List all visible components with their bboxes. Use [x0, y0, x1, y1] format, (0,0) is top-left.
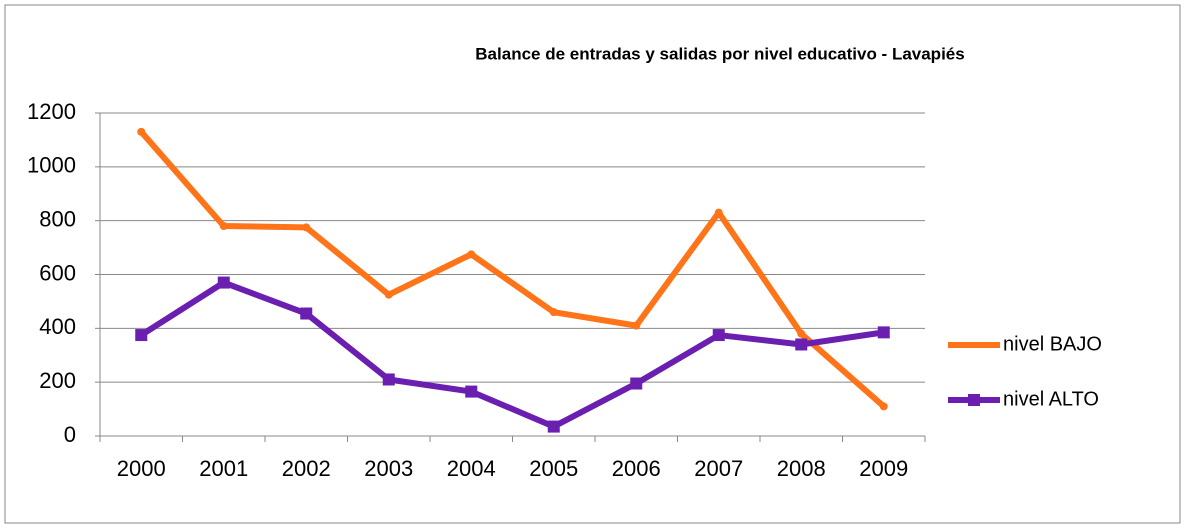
marker	[219, 222, 228, 231]
x-tick-label: 2006	[612, 456, 661, 481]
marker	[384, 290, 393, 299]
chart-border	[4, 4, 1181, 524]
x-tick-label: 2000	[117, 456, 166, 481]
x-tick-label: 2009	[859, 456, 908, 481]
x-tick-label: 2002	[282, 456, 331, 481]
x-tick-label: 2003	[364, 456, 413, 481]
legend-marker	[968, 394, 980, 406]
x-tick-label: 2008	[777, 456, 826, 481]
marker	[547, 420, 560, 433]
legend-label: nivel BAJO	[1003, 333, 1102, 355]
x-tick-label: 2007	[694, 456, 743, 481]
marker	[630, 377, 643, 390]
x-tick-label: 2001	[199, 456, 248, 481]
legend-label: nivel ALTO	[1003, 388, 1099, 410]
x-tick-label: 2005	[529, 456, 578, 481]
marker	[632, 321, 641, 330]
series-line	[139, 279, 885, 430]
marker	[797, 329, 806, 338]
y-tick-label: 0	[64, 422, 76, 447]
marker	[217, 276, 230, 289]
y-tick-label: 800	[39, 206, 76, 231]
marker	[877, 326, 890, 339]
marker	[795, 338, 808, 351]
marker	[714, 208, 723, 217]
y-tick-label: 1200	[27, 99, 76, 124]
marker	[135, 329, 148, 342]
y-tick-label: 200	[39, 368, 76, 393]
marker	[382, 373, 395, 386]
marker	[712, 329, 725, 342]
marker	[300, 307, 313, 320]
marker	[467, 250, 476, 259]
y-tick-label: 400	[39, 314, 76, 339]
y-tick-label: 600	[39, 260, 76, 285]
marker	[137, 127, 146, 136]
x-tick-label: 2004	[447, 456, 496, 481]
chart-title: Balance de entradas y salidas por nivel …	[475, 44, 964, 63]
series-line	[138, 129, 886, 409]
marker	[879, 402, 888, 411]
y-tick-label: 1000	[27, 153, 76, 178]
marker	[465, 385, 478, 398]
marker	[302, 223, 311, 232]
marker	[549, 308, 558, 317]
